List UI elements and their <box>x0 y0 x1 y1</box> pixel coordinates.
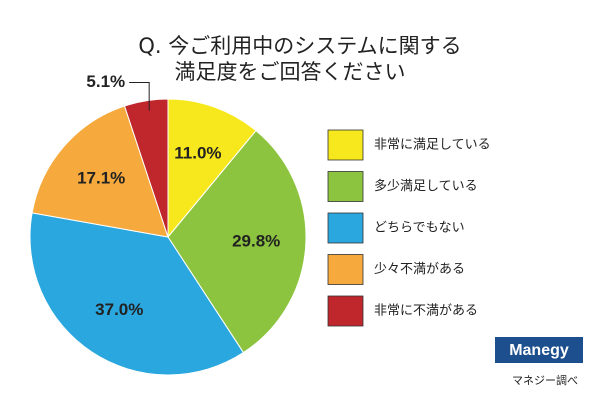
legend-swatch <box>327 171 364 202</box>
legend-label: どちらでもない <box>374 221 465 236</box>
value-label: 11.0% <box>174 143 221 162</box>
pie-slice <box>29 212 245 376</box>
value-label: 17.1% <box>77 169 125 188</box>
pie-slice <box>167 129 307 354</box>
legend-label: 多少満足している <box>374 178 478 194</box>
legend-label: 非常に満足している <box>374 138 491 153</box>
chart-title: 満足度をご回答ください <box>175 60 406 84</box>
chart-title: Q. 今ご利用中のシステムに関する <box>138 34 461 58</box>
leader-line <box>129 82 150 111</box>
pie-slice <box>31 105 169 238</box>
legend-label: 少々不満がある <box>374 262 465 277</box>
legend-swatch <box>327 212 364 244</box>
value-label: 29.8% <box>232 231 280 250</box>
pie-slice <box>123 98 169 238</box>
source: マネジー調べ <box>512 373 578 387</box>
legend-swatch <box>327 295 364 327</box>
legend-swatch <box>327 129 364 161</box>
value-label: 37.0% <box>95 300 143 319</box>
logo: Manegy <box>509 342 569 359</box>
pie-slice <box>167 98 257 239</box>
value-label: 5.1% <box>86 72 125 91</box>
legend-label: 非常に不満がある <box>374 304 478 319</box>
legend-swatch <box>327 254 364 285</box>
logo-box <box>495 337 583 363</box>
